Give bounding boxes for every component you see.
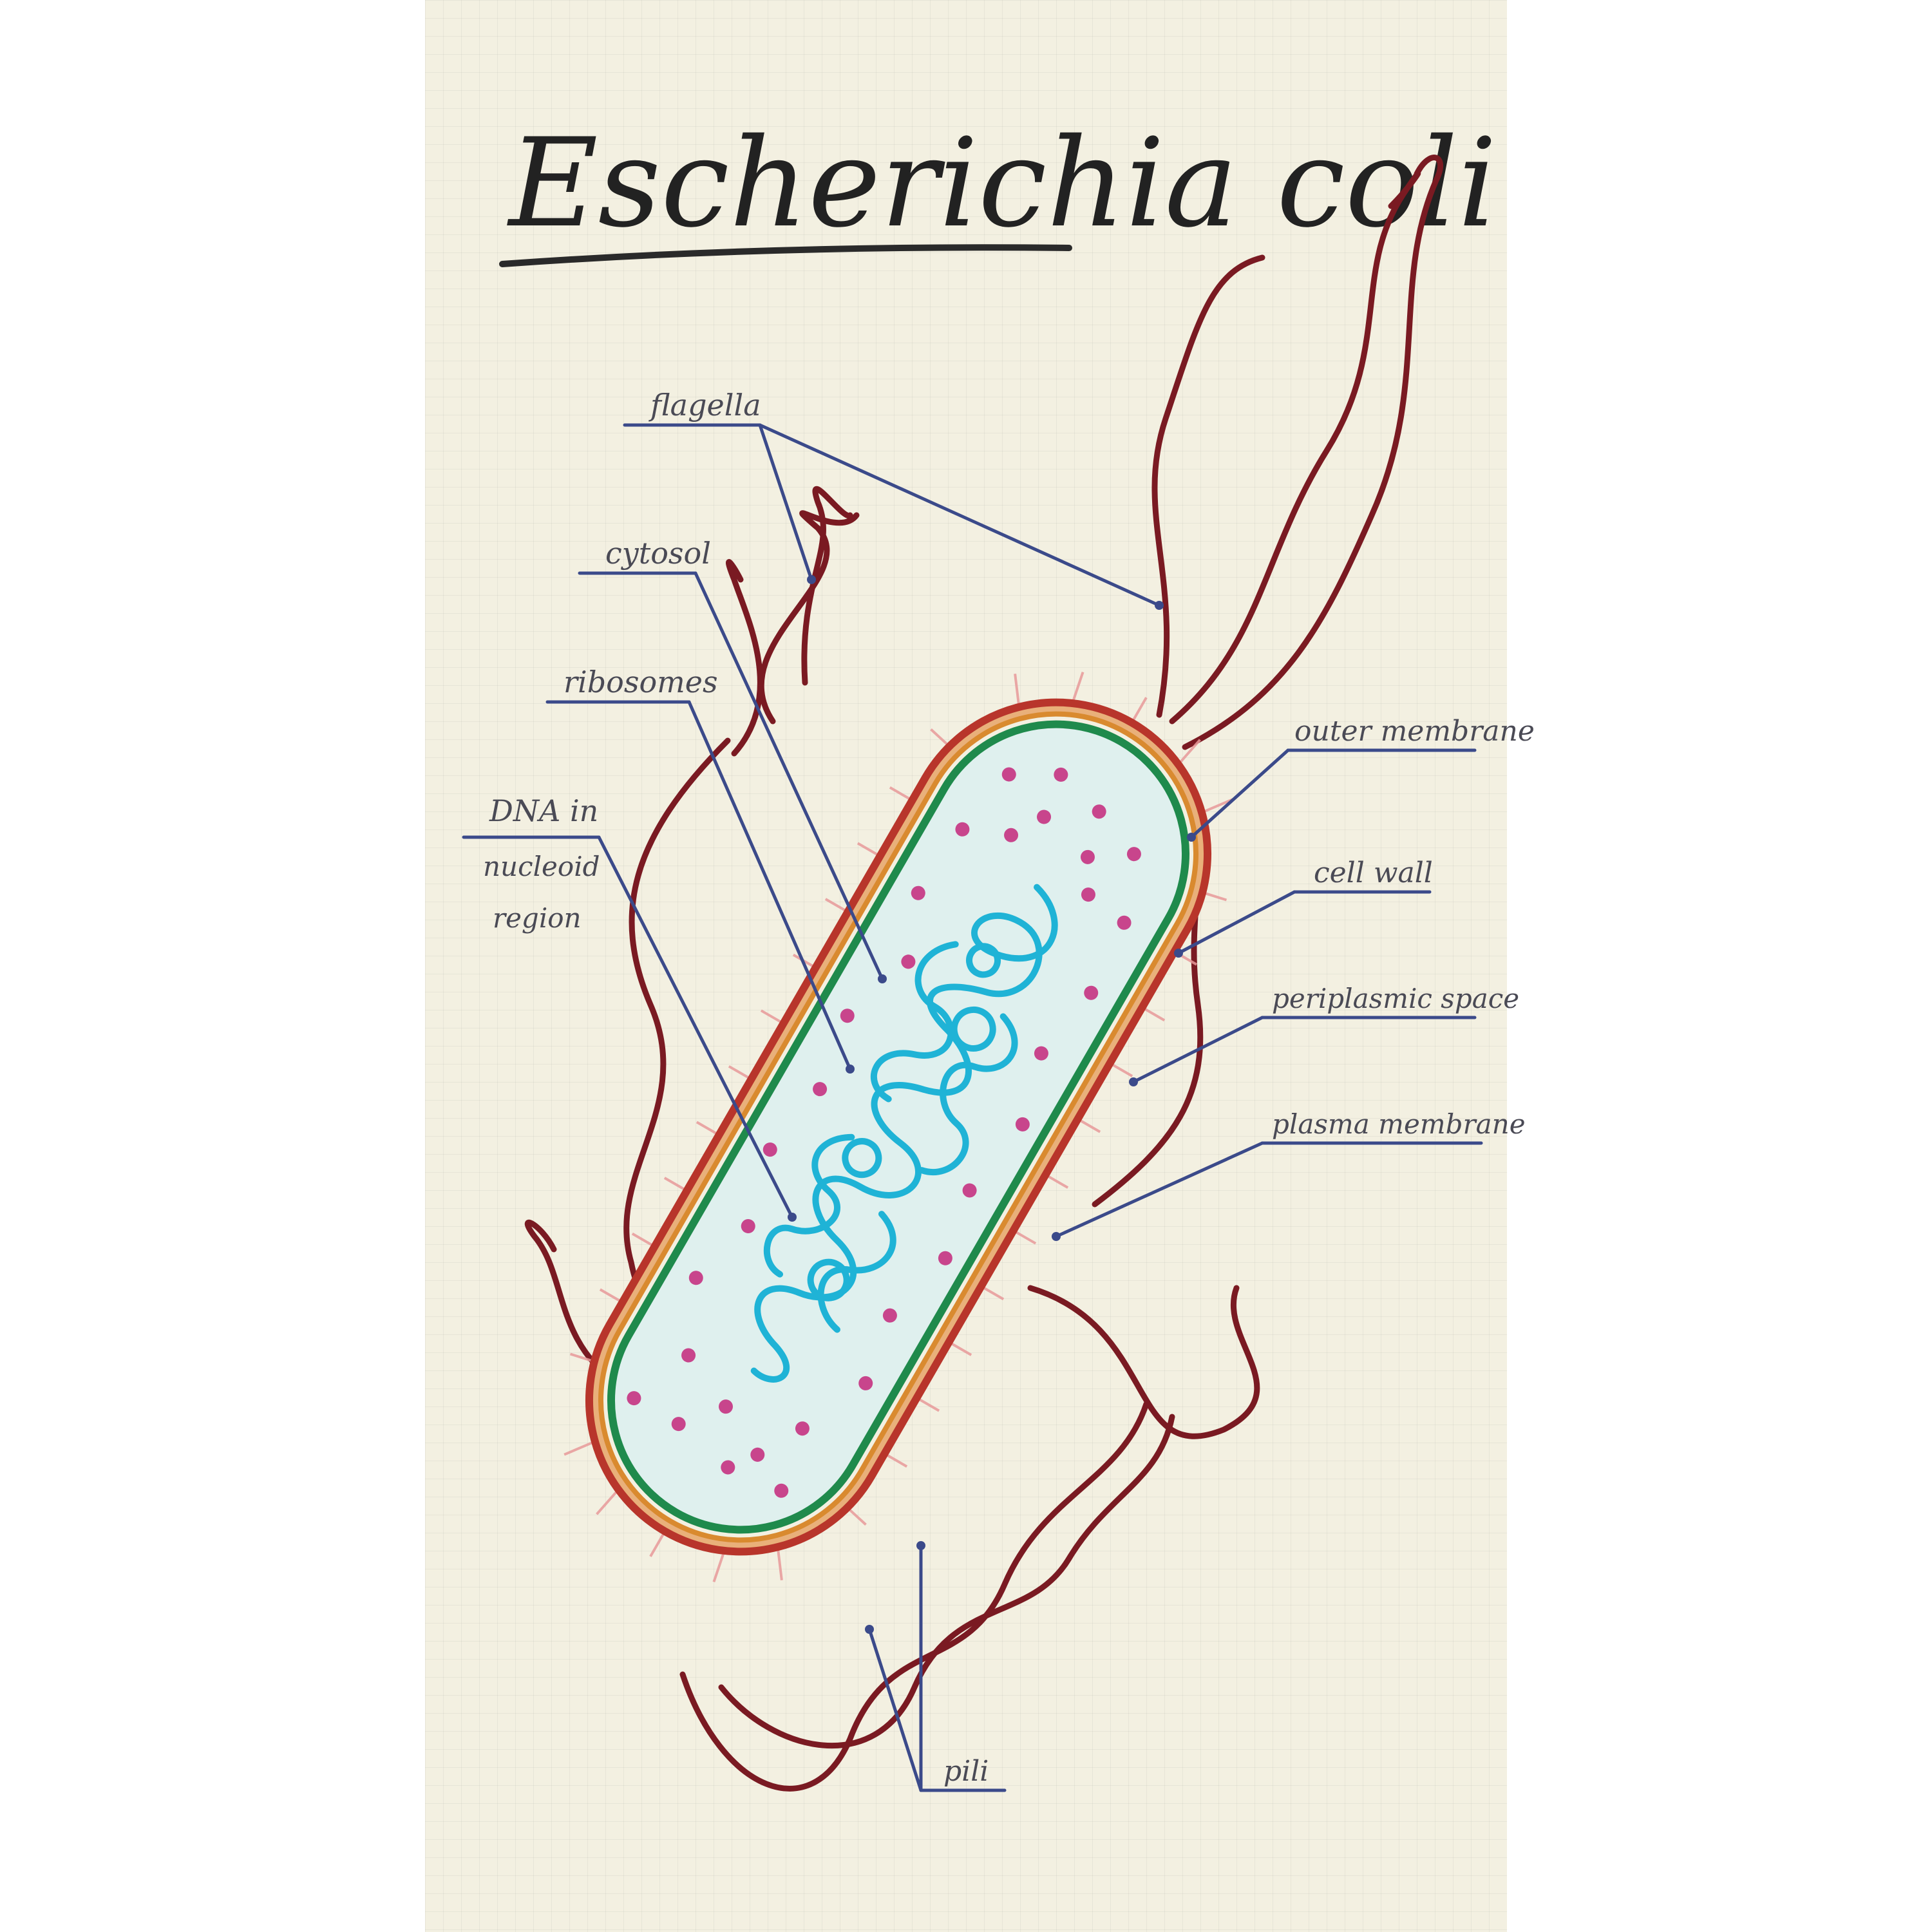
leader-plasma-membrane [1054,1141,1264,1238]
label-periplasmic-space: periplasmic space [1272,983,1519,1014]
leader-ribosomes [687,700,852,1071]
label-cell-wall: cell wall [1314,857,1433,889]
label-dna-line1: DNA in [489,793,598,828]
leader-flagella-b [758,423,813,582]
label-dna-line3: region [493,902,582,934]
leader-endpoints [788,575,1196,1634]
dna-nucleoid [750,884,1058,1383]
label-plasma-membrane: plasma membrane [1272,1108,1526,1140]
leader-dna [597,835,794,1219]
label-ribosomes: ribosomes [564,665,718,699]
flagellum-11 [718,1414,1175,1749]
flagellum-8 [801,486,853,686]
flagellum-1 [1151,254,1265,718]
ribosomes [627,767,1141,1498]
flagellum-3 [1182,155,1444,750]
label-dna-line2: nucleoid [483,851,600,882]
leader-flagella-a [758,423,1161,607]
plasma-membrane [607,720,1189,1534]
label-pili: pili [943,1755,989,1788]
pili-halo [564,672,1233,1582]
flagellum-2 [1169,170,1421,724]
flagellum-9 [1027,1285,1260,1439]
label-outer-membrane: outer membrane [1294,715,1535,748]
leader-outer-membrane [1189,748,1290,839]
leader-pili-b [867,1627,923,1792]
title-underline [499,244,1072,267]
leader-cytosol [694,571,884,981]
label-cytosol: cytosol [605,536,711,571]
bacterium-body [564,672,1233,1582]
flagellum-7 [524,1219,621,1388]
leader-lines [462,423,1483,1792]
diagram-title: Escherichia coli [507,112,1497,254]
leader-cell-wall [1177,890,1296,955]
leader-periplasmic [1132,1016,1264,1084]
label-flagella: flagella [649,388,761,422]
